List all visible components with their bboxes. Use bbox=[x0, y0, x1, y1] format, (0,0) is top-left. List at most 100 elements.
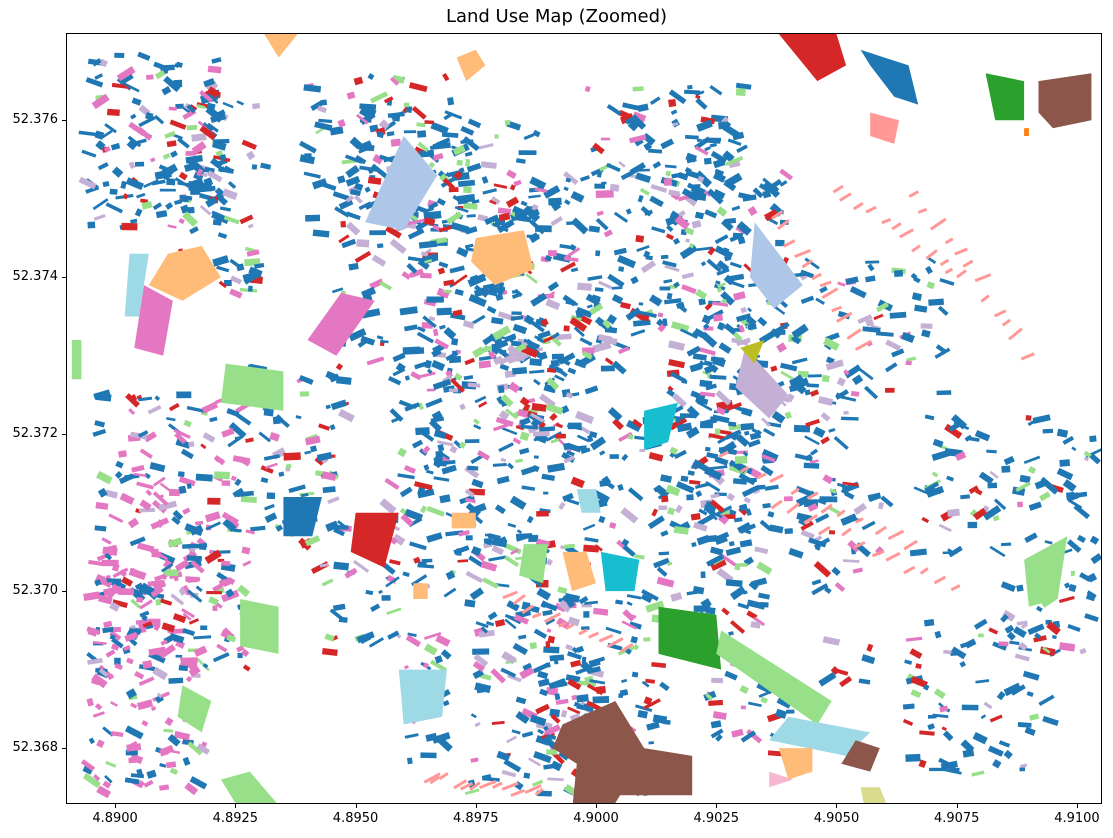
landuse-park-23[interactable] bbox=[220, 363, 284, 411]
landuse-public-36[interactable] bbox=[456, 49, 486, 82]
land-use-map[interactable] bbox=[67, 34, 1101, 803]
landuse-parking-9[interactable] bbox=[870, 112, 899, 144]
building-office bbox=[825, 359, 844, 371]
building-residential bbox=[934, 630, 942, 639]
landuse-hotel-4[interactable] bbox=[769, 771, 794, 788]
landuse-park-24[interactable] bbox=[240, 599, 279, 654]
building-commercial bbox=[90, 678, 100, 686]
building-residential bbox=[948, 420, 964, 432]
building-residential bbox=[260, 162, 272, 170]
landuse-water-18[interactable] bbox=[124, 253, 149, 317]
building-residential bbox=[345, 211, 361, 221]
building-retail bbox=[909, 648, 923, 660]
landuse-religious-11[interactable] bbox=[1038, 73, 1092, 129]
landuse-water-27[interactable] bbox=[398, 669, 447, 725]
landuse-park-2[interactable] bbox=[716, 630, 832, 725]
building-residential bbox=[739, 523, 757, 534]
landuse-park-26[interactable] bbox=[220, 771, 284, 803]
building-residential bbox=[529, 176, 547, 190]
landuse-public-33[interactable] bbox=[451, 512, 476, 529]
landuse-commercial-16[interactable] bbox=[134, 285, 173, 356]
building-commercial bbox=[939, 705, 949, 713]
landuse-park-39[interactable] bbox=[71, 340, 82, 380]
building-parking bbox=[786, 502, 801, 515]
landuse-education-12[interactable] bbox=[365, 136, 438, 231]
building-residential bbox=[1001, 465, 1011, 473]
building-residential bbox=[948, 545, 963, 558]
landuse-retail-7[interactable] bbox=[778, 34, 847, 82]
landuse-park-31[interactable] bbox=[519, 544, 548, 584]
building-residential bbox=[512, 323, 528, 335]
building-residential bbox=[831, 566, 841, 577]
landuse-commercial-17[interactable] bbox=[307, 292, 375, 356]
landuse-residential-8[interactable] bbox=[860, 49, 919, 105]
building-residential bbox=[1042, 428, 1054, 434]
building-retail bbox=[451, 274, 468, 287]
building-park bbox=[728, 465, 747, 476]
landuse-park-32[interactable] bbox=[1024, 536, 1068, 607]
building-retail bbox=[542, 335, 555, 343]
building-parking bbox=[854, 340, 872, 351]
landuse-sports-10[interactable] bbox=[985, 73, 1025, 121]
building-commercial bbox=[102, 592, 115, 603]
landuse-water-28[interactable] bbox=[576, 489, 601, 513]
building-park bbox=[463, 202, 478, 210]
building-residential bbox=[341, 238, 357, 249]
landuse-residential-22[interactable] bbox=[283, 497, 322, 537]
building-commercial bbox=[92, 711, 105, 718]
building-park bbox=[403, 102, 410, 107]
landuse-religious-5[interactable] bbox=[841, 740, 880, 772]
building-commercial bbox=[783, 496, 793, 502]
building-residential bbox=[432, 732, 451, 744]
landuse-public-40[interactable] bbox=[413, 583, 428, 599]
building-office bbox=[202, 432, 216, 443]
building-residential bbox=[304, 450, 312, 455]
landuse-public-29[interactable] bbox=[562, 551, 596, 592]
landuse-education-13[interactable] bbox=[749, 222, 803, 309]
building-commercial bbox=[264, 462, 278, 469]
landuse-public-30[interactable] bbox=[778, 748, 813, 780]
map-plot-area[interactable] bbox=[66, 33, 1102, 804]
building-residential bbox=[700, 331, 718, 348]
building-residential bbox=[700, 571, 706, 579]
building-residential bbox=[709, 85, 723, 96]
building-parking bbox=[718, 450, 729, 459]
building-residential bbox=[104, 552, 113, 561]
building-residential bbox=[764, 484, 779, 491]
building-retail bbox=[260, 465, 274, 474]
building-residential bbox=[376, 243, 384, 249]
landuse-museum-19[interactable] bbox=[644, 402, 678, 450]
building-residential bbox=[695, 90, 705, 97]
landuse-office-34[interactable] bbox=[735, 347, 789, 419]
building-retail bbox=[178, 171, 188, 181]
building-residential bbox=[224, 279, 232, 287]
landuse-construction-38[interactable] bbox=[1024, 128, 1029, 136]
landuse-water-3[interactable] bbox=[769, 716, 871, 756]
building-residential bbox=[622, 102, 640, 111]
landuse-sports-1[interactable] bbox=[658, 606, 722, 670]
landuse-religious-0[interactable] bbox=[552, 701, 693, 803]
building-residential bbox=[466, 162, 482, 173]
landuse-public-37[interactable] bbox=[264, 34, 298, 58]
building-residential bbox=[137, 51, 151, 61]
building-commercial bbox=[596, 210, 604, 217]
building-residential bbox=[741, 542, 752, 547]
building-residential bbox=[646, 721, 660, 731]
building-residential bbox=[180, 448, 194, 460]
building-residential bbox=[222, 101, 234, 109]
building-residential bbox=[532, 129, 541, 138]
landuse-museum-20[interactable] bbox=[600, 551, 640, 592]
building-residential bbox=[835, 389, 849, 400]
building-residential bbox=[251, 164, 258, 170]
landuse-park-25[interactable] bbox=[177, 685, 212, 733]
landuse-public-15[interactable] bbox=[148, 245, 221, 301]
building-residential bbox=[925, 265, 933, 275]
landuse-industrial-6[interactable] bbox=[860, 787, 890, 803]
building-residential bbox=[94, 420, 106, 428]
building-residential bbox=[514, 210, 522, 219]
landuse-retail-21[interactable] bbox=[350, 512, 399, 568]
building-park bbox=[458, 441, 467, 449]
landuse-other-35[interactable] bbox=[740, 340, 765, 364]
building-residential bbox=[1032, 414, 1051, 424]
landuse-public-14[interactable] bbox=[471, 230, 534, 286]
